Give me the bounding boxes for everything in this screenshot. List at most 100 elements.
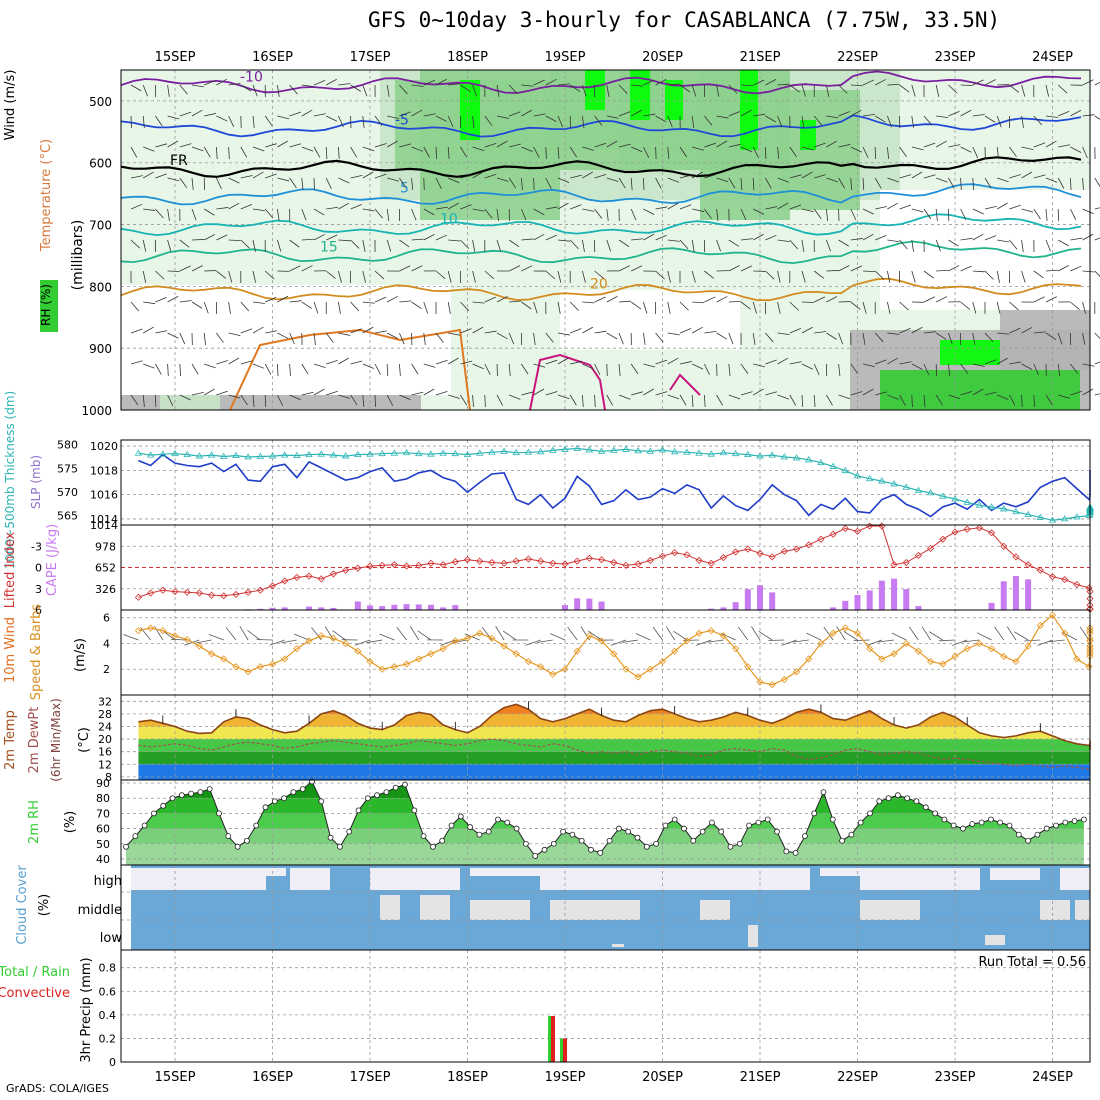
day-label-bottom: 15SEP	[155, 1070, 196, 1085]
rh-marker	[123, 843, 129, 850]
wind-barb	[997, 177, 1009, 183]
wind-barb	[374, 394, 376, 408]
thickness-marker	[829, 462, 837, 469]
cape-bar	[574, 598, 581, 610]
wind-barb	[533, 363, 546, 368]
wind-barb	[142, 270, 147, 283]
rh-marker	[271, 798, 278, 805]
wind-barb	[338, 301, 341, 314]
rh2m-axis-label: 2m RH	[27, 800, 42, 844]
wind-barb	[1009, 301, 1019, 311]
wind-barb	[948, 363, 951, 376]
wind-barb	[1058, 265, 1069, 272]
wind-barb	[362, 363, 375, 369]
wind-barb	[751, 626, 761, 641]
wind-barb	[960, 177, 962, 191]
cape-bar	[842, 600, 849, 610]
wind-barb	[960, 363, 969, 374]
wind-barb	[294, 633, 310, 641]
wind-barb	[557, 394, 570, 400]
rh-region	[880, 370, 1080, 410]
wind-barb	[399, 143, 412, 148]
wind-barb	[289, 143, 302, 148]
wind-barb	[435, 270, 446, 280]
rh-marker	[783, 848, 790, 855]
wind-barb	[887, 83, 900, 86]
wind-barb	[277, 115, 290, 120]
wind-barb	[301, 177, 304, 190]
wind-barb	[631, 238, 644, 241]
day-label-top: 23SEP	[935, 50, 976, 65]
cloud-clear	[1075, 900, 1090, 920]
wind-barb	[399, 363, 401, 376]
wind-barb	[374, 270, 385, 280]
wind-barb	[850, 109, 862, 117]
wind-barb	[753, 233, 764, 241]
wind-barb	[387, 295, 398, 303]
wind-barb	[923, 296, 935, 303]
wind-barb	[740, 109, 752, 117]
wind-barb	[252, 239, 256, 252]
wind-marker	[232, 663, 240, 671]
wind-barb	[570, 360, 582, 365]
wind-barb	[728, 332, 734, 345]
wind-barb	[691, 84, 697, 97]
wind-barb	[143, 326, 154, 334]
wind-barb	[338, 357, 349, 365]
wind-barb	[435, 78, 447, 86]
wind-barb	[667, 146, 670, 159]
wind-barb	[789, 146, 797, 158]
isotherm-line	[669, 373, 701, 396]
wind-barb	[679, 204, 692, 210]
wind-barb	[923, 363, 930, 376]
wind-barb	[521, 391, 534, 396]
cape-bar	[915, 606, 922, 610]
wind-barb	[679, 146, 687, 158]
wind-barb	[374, 330, 387, 334]
wind-barb	[569, 84, 581, 93]
wind-barb	[216, 332, 224, 343]
wind-barb	[704, 115, 713, 126]
day-label-bottom: 22SEP	[837, 1070, 878, 1085]
wind-barb	[332, 630, 346, 641]
wind-barb	[826, 296, 838, 303]
wind-barb	[984, 332, 994, 343]
wind-barb	[448, 177, 460, 184]
thickness-marker	[902, 483, 910, 490]
wind-marker	[805, 655, 813, 663]
wind-barb	[838, 332, 844, 345]
wind-barb	[826, 177, 838, 183]
rh-tick: 60	[96, 823, 110, 836]
wind-barb	[1070, 390, 1082, 396]
cloud-clear	[470, 900, 530, 920]
wind-barb	[887, 332, 900, 335]
rh-marker	[960, 825, 966, 832]
rh-marker	[262, 804, 269, 811]
lifted-marker	[463, 556, 472, 564]
wind-barb	[277, 295, 289, 303]
li-tick: -3	[31, 540, 42, 553]
wind-barb	[936, 140, 947, 148]
thickness-marker	[1024, 510, 1032, 518]
lifted-marker	[841, 524, 849, 533]
temp-bands	[138, 704, 1090, 780]
rh-marker	[885, 795, 892, 802]
wind-barb	[557, 83, 570, 86]
wind-barb	[899, 394, 906, 406]
wind-barb	[801, 326, 813, 334]
wind-barb	[374, 296, 387, 303]
wind-barb	[606, 140, 618, 148]
rh-tick: 70	[96, 807, 110, 820]
wind-marker	[159, 627, 167, 635]
wind-barb	[582, 208, 595, 212]
wind-barb	[435, 332, 444, 343]
thickness-marker	[707, 450, 715, 457]
slp-tick: 1020	[90, 440, 118, 453]
wind-barb	[167, 115, 180, 120]
wind-barb	[557, 239, 570, 242]
cloud-clear	[470, 868, 560, 876]
wind-barb	[740, 391, 753, 396]
wind-barb	[179, 143, 192, 148]
thickness-marker	[951, 495, 959, 502]
wind-barb	[984, 235, 997, 241]
